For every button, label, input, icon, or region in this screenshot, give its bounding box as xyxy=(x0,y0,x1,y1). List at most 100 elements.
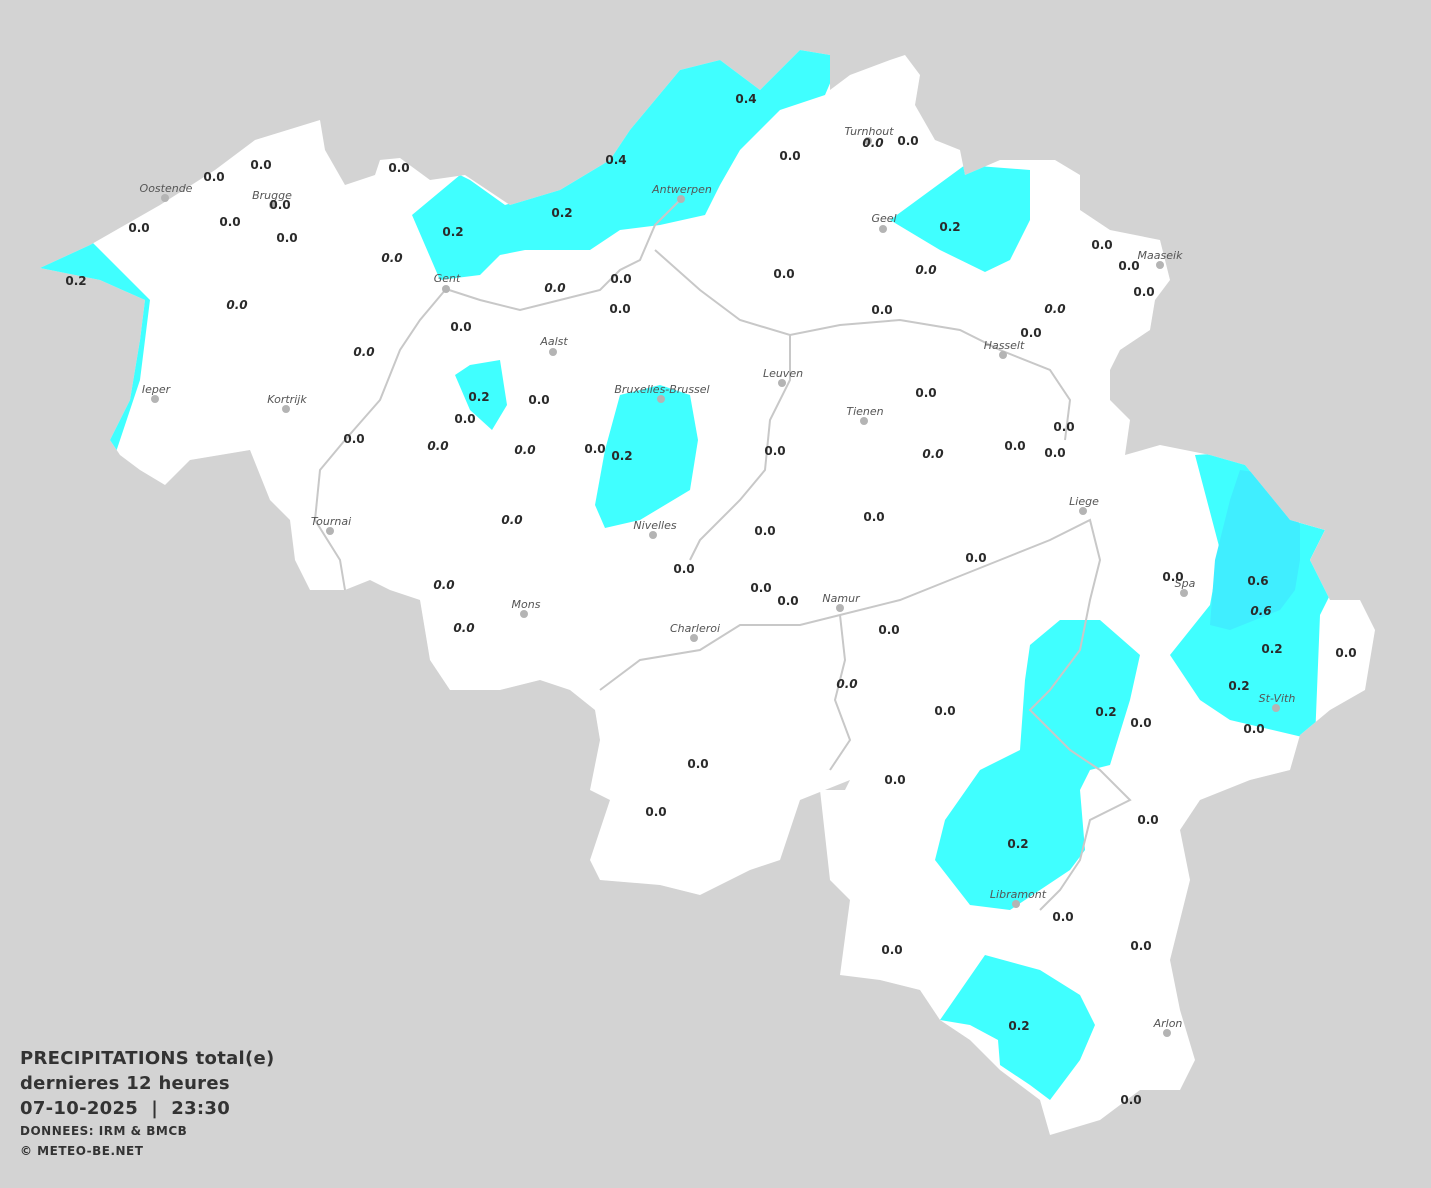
city-label-antwerpen: Antwerpen xyxy=(651,183,712,196)
station-value: 0.0 xyxy=(454,412,475,426)
station-value: 0.0 xyxy=(871,303,892,317)
station-value: 0.0 xyxy=(453,621,474,635)
station-value: 0.6 xyxy=(1247,574,1268,588)
station-value: 0.6 xyxy=(1250,604,1271,618)
city-label-gent: Gent xyxy=(434,272,461,285)
station-value: 0.0 xyxy=(514,443,535,457)
rivers xyxy=(313,198,1132,911)
station-value: 0.0 xyxy=(450,320,471,334)
precip-area-brussel xyxy=(595,385,698,528)
station-value: 0.0 xyxy=(965,551,986,565)
station-value: 0.0 xyxy=(754,524,775,538)
station-value: 0.0 xyxy=(687,757,708,771)
legend-datetime: 07-10-2025 | 23:30 xyxy=(20,1098,231,1119)
cities: Oostende Brugge Gent Antwerpen Turnhout Geel M… xyxy=(140,125,1296,1037)
city-dot-namur xyxy=(836,604,844,612)
station-value: 0.0 xyxy=(673,562,694,576)
city-dot-hasselt xyxy=(999,351,1007,359)
city-label-tienen: Tienen xyxy=(846,405,883,418)
station-value: 0.0 xyxy=(1091,238,1112,252)
station-value: 0.2 xyxy=(939,220,960,234)
city-dot-tienen xyxy=(860,417,868,425)
river xyxy=(599,518,1132,911)
station-value: 0.0 xyxy=(881,943,902,957)
river xyxy=(445,198,682,312)
city-dot-liege xyxy=(1079,507,1087,515)
precip-area-gent-antwerpen xyxy=(412,50,840,280)
city-dot-gent xyxy=(442,285,450,293)
precip-area-ardennes xyxy=(935,620,1140,910)
station-value: 0.0 xyxy=(433,578,454,592)
city-label-charleroi: Charleroi xyxy=(670,622,720,635)
station-value: 0.0 xyxy=(1044,446,1065,460)
station-value: 0.4 xyxy=(605,153,626,167)
station-value: 0.2 xyxy=(1008,1019,1029,1033)
station-value: 0.2 xyxy=(611,449,632,463)
city-label-aalst: Aalst xyxy=(539,335,568,348)
city-dot-charleroi xyxy=(690,634,698,642)
station-value: 0.0 xyxy=(862,136,883,150)
station-value: 0.0 xyxy=(269,198,290,212)
station-value: 0.0 xyxy=(1335,646,1356,660)
city-dot-st-vith xyxy=(1272,704,1280,712)
station-value: 0.0 xyxy=(1162,570,1183,584)
station-value: 0.0 xyxy=(353,345,374,359)
station-value: 0.0 xyxy=(1052,910,1073,924)
station-value: 0.2 xyxy=(442,225,463,239)
station-values: 0.0 0.0 0.0 0.0 0.0 0.0 0.0 0.2 0.0 0.0 0.2 0.2 0.4 0… xyxy=(65,92,1356,1107)
station-value: 0.0 xyxy=(915,263,936,277)
station-value: 0.0 xyxy=(276,231,297,245)
station-value: 0.0 xyxy=(544,281,565,295)
legend-period: dernieres 12 heures xyxy=(20,1073,230,1094)
precip-area-aalst xyxy=(455,360,507,430)
city-label-st-vith: St-Vith xyxy=(1259,692,1296,705)
station-value: 0.0 xyxy=(528,393,549,407)
legend-copyright: © METEO-BE.NET xyxy=(20,1144,144,1158)
station-value: 0.0 xyxy=(934,704,955,718)
city-label-turnhout: Turnhout xyxy=(844,125,894,138)
city-dot-ieper xyxy=(151,395,159,403)
city-label-spa: Spa xyxy=(1175,577,1196,590)
city-dot-leuven xyxy=(778,379,786,387)
legend: PRECIPITATIONS total(e) dernieres 12 heu… xyxy=(20,1046,275,1161)
station-value: 0.0 xyxy=(922,447,943,461)
station-value: 0.0 xyxy=(128,221,149,235)
station-value: 0.0 xyxy=(773,267,794,281)
station-value: 0.0 xyxy=(226,298,247,312)
city-label-ieper: Ieper xyxy=(142,383,172,396)
station-value: 0.0 xyxy=(610,272,631,286)
station-value: 0.0 xyxy=(381,251,402,265)
station-value: 0.0 xyxy=(1133,285,1154,299)
belgium-land xyxy=(40,50,1375,1135)
city-label-libramont: Libramont xyxy=(990,888,1047,901)
city-dot-libramont xyxy=(1012,900,1020,908)
station-value: 0.0 xyxy=(764,444,785,458)
city-label-kortrijk: Kortrijk xyxy=(267,393,307,406)
city-label-liege: Liege xyxy=(1069,495,1099,508)
city-dot-turnhout xyxy=(864,137,872,145)
station-value: 0.0 xyxy=(1130,716,1151,730)
station-value: 0.0 xyxy=(863,510,884,524)
station-value: 0.2 xyxy=(65,274,86,288)
station-value: 0.0 xyxy=(584,442,605,456)
city-dot-geel xyxy=(879,225,887,233)
station-value: 0.0 xyxy=(884,773,905,787)
station-value: 0.2 xyxy=(551,206,572,220)
station-value: 0.0 xyxy=(777,594,798,608)
river xyxy=(689,335,791,561)
station-value: 0.0 xyxy=(203,170,224,184)
city-dot-mons xyxy=(520,610,528,618)
precip-area-geel xyxy=(890,165,1030,272)
precip-area-south xyxy=(940,955,1095,1100)
station-value: 0.2 xyxy=(468,390,489,404)
station-value: 0.0 xyxy=(609,302,630,316)
city-dot-maaseik xyxy=(1156,261,1164,269)
city-dot-brugge xyxy=(269,201,277,209)
station-value: 0.0 xyxy=(1044,302,1065,316)
station-value: 0.0 xyxy=(645,805,666,819)
station-value: 0.0 xyxy=(1020,326,1041,340)
river xyxy=(313,288,447,591)
city-label-bruxelles-brussel: Bruxelles-Brussel xyxy=(614,383,709,396)
station-value: 0.4 xyxy=(735,92,756,106)
